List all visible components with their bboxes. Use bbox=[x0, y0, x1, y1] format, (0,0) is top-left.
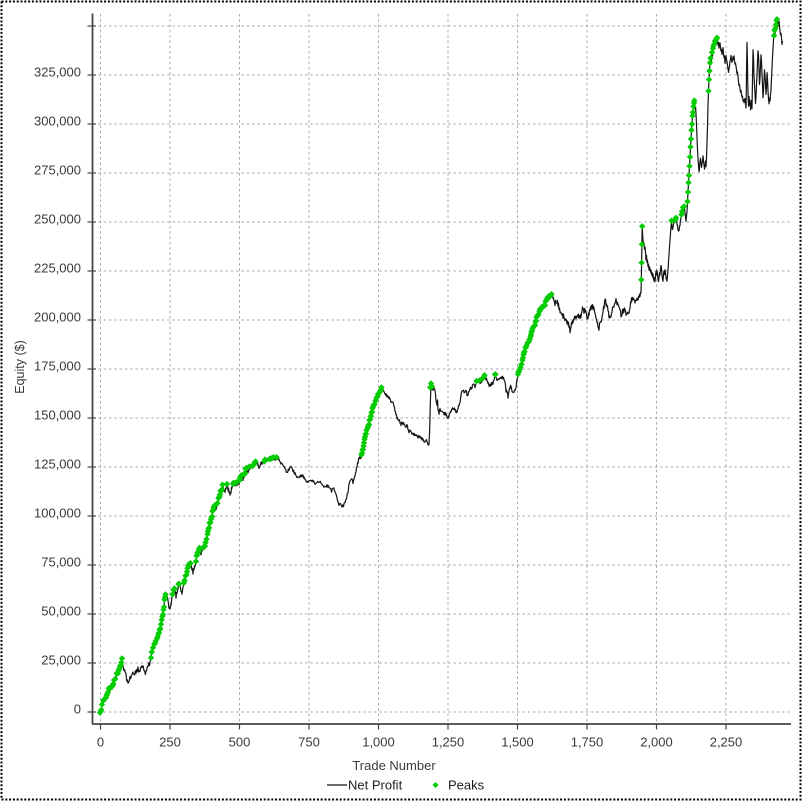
svg-text:275,000: 275,000 bbox=[34, 163, 81, 178]
svg-text:2,000: 2,000 bbox=[640, 735, 673, 750]
svg-text:0: 0 bbox=[97, 735, 104, 750]
svg-text:0: 0 bbox=[74, 702, 81, 717]
svg-text:Equity ($): Equity ($) bbox=[13, 340, 27, 394]
svg-text:1,750: 1,750 bbox=[571, 735, 604, 750]
svg-text:500: 500 bbox=[229, 735, 251, 750]
svg-text:750: 750 bbox=[298, 735, 320, 750]
svg-text:75,000: 75,000 bbox=[41, 555, 81, 570]
svg-text:Trade Number: Trade Number bbox=[352, 758, 436, 773]
svg-text:325,000: 325,000 bbox=[34, 65, 81, 80]
svg-text:50,000: 50,000 bbox=[41, 604, 81, 619]
svg-text:300,000: 300,000 bbox=[34, 114, 81, 129]
svg-text:1,250: 1,250 bbox=[432, 735, 465, 750]
svg-text:1,500: 1,500 bbox=[501, 735, 534, 750]
svg-text:Peaks: Peaks bbox=[448, 778, 485, 793]
svg-text:225,000: 225,000 bbox=[34, 261, 81, 276]
svg-text:125,000: 125,000 bbox=[34, 457, 81, 472]
svg-text:Net Profit: Net Profit bbox=[348, 778, 403, 793]
svg-text:150,000: 150,000 bbox=[34, 408, 81, 423]
svg-text:25,000: 25,000 bbox=[41, 653, 81, 668]
svg-text:250: 250 bbox=[159, 735, 181, 750]
svg-text:2,250: 2,250 bbox=[710, 735, 743, 750]
svg-text:200,000: 200,000 bbox=[34, 310, 81, 325]
svg-text:175,000: 175,000 bbox=[34, 359, 81, 374]
svg-text:100,000: 100,000 bbox=[34, 506, 81, 521]
svg-text:1,000: 1,000 bbox=[362, 735, 395, 750]
svg-text:250,000: 250,000 bbox=[34, 212, 81, 227]
